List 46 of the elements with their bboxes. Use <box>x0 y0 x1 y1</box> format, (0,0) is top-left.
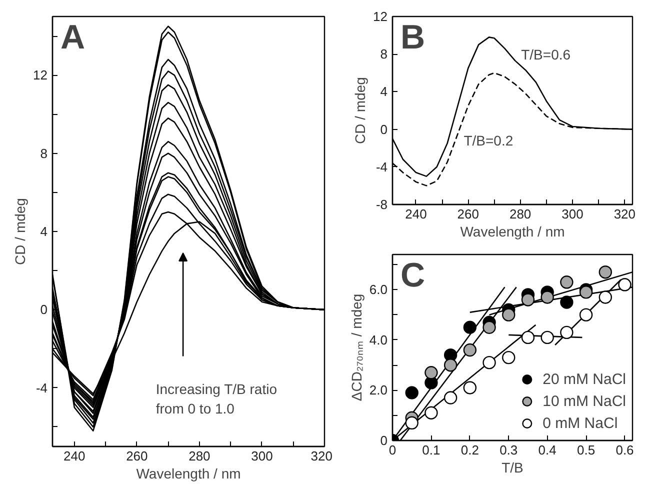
x-tick-label: 0.6 <box>616 442 634 458</box>
x-tick-label: 0.5 <box>577 442 596 458</box>
y-tick-label: -8 <box>376 197 388 212</box>
legend-label: 0 mM NaCl <box>542 414 618 432</box>
y-tick-label: 4.0 <box>369 332 388 348</box>
annotation: B <box>400 18 426 56</box>
y-tick-label: 12 <box>33 68 48 83</box>
x-tick-label: 0.3 <box>500 442 518 458</box>
y-tick-label: 8 <box>380 46 388 62</box>
x-tick-label: 240 <box>64 448 86 464</box>
x-axis-title: Wavelength / nm <box>460 224 565 240</box>
series-label: T/B=0.2 <box>464 132 514 148</box>
legend-label: 20 mM NaCl <box>542 370 626 388</box>
x-tick-label: 320 <box>614 206 636 222</box>
y-axis-title: CD / mdeg <box>12 198 28 265</box>
x-tick-label: 0.1 <box>422 442 440 458</box>
y-tick-label: 0 <box>40 302 48 318</box>
y-tick-label: 6.0 <box>369 282 388 298</box>
x-tick-label: 0.2 <box>460 442 479 458</box>
y-tick-label: -4 <box>376 159 388 174</box>
x-axis-title: T/B <box>502 460 524 476</box>
x-tick-label: 280 <box>509 206 532 222</box>
y-axis-title: CD / mdeg <box>352 77 368 144</box>
y-tick-label: 0 <box>380 122 388 137</box>
series-label: T/B=0.6 <box>521 46 571 62</box>
y-tick-label: 4 <box>380 84 388 100</box>
x-tick-label: 260 <box>457 206 480 222</box>
y-tick-label: 4 <box>40 224 48 239</box>
x-tick-label: 300 <box>562 206 584 222</box>
x-axis-title: Wavelength / nm <box>136 466 241 482</box>
x-tick-label: 240 <box>405 206 427 222</box>
x-tick-label: 320 <box>310 448 333 464</box>
x-tick-label: 0.4 <box>538 442 556 458</box>
annotation: C <box>400 256 426 294</box>
x-tick-label: 300 <box>251 448 273 464</box>
annotation: Increasing T/B ratio from 0 to 1.0 <box>156 381 278 416</box>
y-tick-label: 0 <box>380 433 388 448</box>
y-tick-label: 12 <box>373 9 388 24</box>
x-tick-label: 260 <box>126 448 148 464</box>
annotation: A <box>60 18 86 56</box>
y-tick-label: 8 <box>40 146 48 161</box>
y-tick-label: 2.0 <box>369 382 388 398</box>
y-axis-title: ΔCD₂₇₀ₙₘ / mdeg <box>348 294 364 402</box>
legend-label: 10 mM NaCl <box>542 392 626 410</box>
y-tick-label: -4 <box>36 380 48 396</box>
x-tick-label: 280 <box>188 448 210 464</box>
